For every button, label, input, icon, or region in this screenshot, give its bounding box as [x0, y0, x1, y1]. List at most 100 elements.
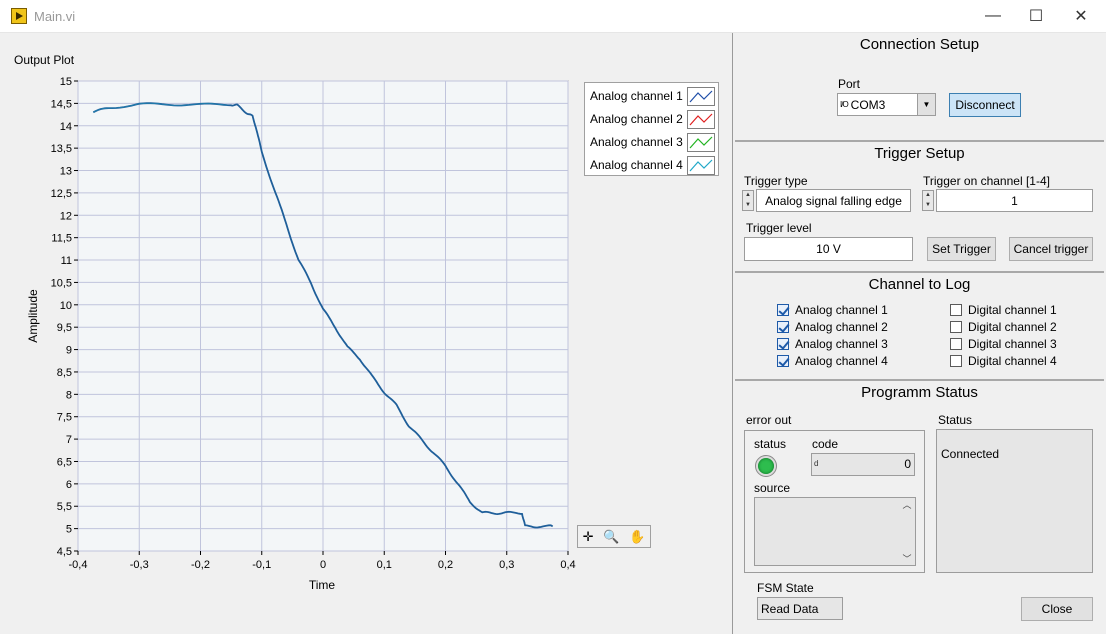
disconnect-button[interactable]: Disconnect [949, 93, 1021, 117]
y-tick-label: 11 [61, 255, 72, 267]
legend-label: Analog channel 4 [590, 158, 683, 172]
error-out-cluster: status code d 0 source ︿ ﹀ [744, 430, 925, 573]
legend-label: Analog channel 3 [590, 135, 683, 149]
plot-panel: Output Plot 15 14,5 14 13,5 13 12,5 12 11,5 11 10… [0, 33, 733, 634]
crosshair-icon[interactable]: ✛ [582, 528, 594, 544]
y-tick-label: 10 [60, 300, 72, 312]
y-tick-label: 7 [66, 434, 72, 446]
y-tick-label: 12,5 [51, 188, 72, 200]
close-window-button[interactable]: ✕ [1074, 8, 1088, 25]
checkbox-icon[interactable] [950, 304, 962, 316]
close-button[interactable]: Close [1021, 597, 1093, 621]
checkbox-analog-channel-2[interactable]: Analog channel 2 [777, 319, 888, 335]
y-tick-label: 11,5 [51, 233, 72, 245]
zoom-icon[interactable]: 🔍 [603, 528, 620, 544]
legend-swatch-channel-2[interactable] [687, 109, 715, 129]
x-tick-label: -0,3 [130, 559, 149, 571]
y-tick-label: 6 [66, 479, 72, 491]
status-box-label: Status [938, 413, 973, 427]
trigger-type-spinner[interactable]: ▲ ▼ [742, 190, 754, 211]
legend-swatch-channel-1[interactable] [687, 86, 715, 106]
set-trigger-button[interactable]: Set Trigger [927, 237, 996, 261]
title-bar: Main.vi — ☐ ✕ [0, 0, 1106, 33]
y-tick-label: 13 [60, 166, 72, 178]
x-tick-label: 0,4 [560, 559, 575, 571]
trigger-setup-panel: Trigger Setup Trigger type ▲ ▼ Analog sig… [735, 142, 1104, 273]
y-tick-label: 10,5 [51, 277, 72, 289]
legend-item[interactable]: Analog channel 2 [590, 109, 718, 129]
plot-title: Output Plot [14, 53, 75, 67]
y-tick-label: 7,5 [57, 412, 72, 424]
x-tick-label: 0,3 [499, 559, 514, 571]
maximize-button[interactable]: ☐ [1028, 8, 1044, 25]
series-line-overlay [93, 102, 228, 113]
y-tick-label: 14,5 [51, 98, 72, 110]
port-value: COM3 [850, 97, 886, 112]
y-tick-label: 13,5 [51, 143, 72, 155]
error-status-label: status [754, 437, 787, 451]
error-code-value: 0 [904, 457, 911, 471]
output-plot-chart[interactable]: 15 14,5 14 13,5 13 12,5 12 11,5 11 10,5 10 9,5 9 8,5 8… [0, 33, 733, 634]
trigger-level-field[interactable]: 10 V [744, 237, 913, 261]
error-out-label: error out [746, 413, 792, 427]
y-tick-label: 14 [60, 121, 72, 133]
legend-item[interactable]: Analog channel 4 [590, 155, 718, 175]
io-icon: I/O [840, 100, 849, 109]
y-tick-label: 4,5 [57, 546, 72, 558]
checkbox-label: Digital channel 2 [968, 320, 1057, 334]
trigger-channel-field[interactable]: 1 [936, 189, 1093, 212]
trigger-channel-spinner[interactable]: ▲ ▼ [922, 190, 934, 211]
port-select[interactable]: I/O COM3 ▼ [837, 93, 936, 116]
checkbox-analog-channel-4[interactable]: Analog channel 4 [777, 353, 888, 369]
checkbox-icon[interactable] [777, 338, 789, 350]
checkbox-digital-channel-1[interactable]: Digital channel 1 [950, 302, 1057, 318]
legend-swatch-channel-3[interactable] [687, 132, 715, 152]
legend-item[interactable]: Analog channel 3 [590, 132, 718, 152]
trigger-channel-label: Trigger on channel [1-4] [923, 174, 1050, 188]
status-led-indicator [758, 458, 774, 474]
hand-icon[interactable]: ✋ [629, 528, 646, 544]
cancel-trigger-button[interactable]: Cancel trigger [1009, 237, 1093, 261]
y-tick-label: 9 [66, 345, 72, 357]
status-text: Connected [941, 447, 1000, 461]
checkbox-analog-channel-3[interactable]: Analog channel 3 [777, 336, 888, 352]
chevron-down-icon[interactable]: ▼ [917, 94, 935, 115]
status-led [755, 455, 777, 477]
checkbox-icon[interactable] [950, 338, 962, 350]
x-tick-label: 0,2 [438, 559, 453, 571]
error-source-label: source [754, 481, 791, 495]
error-code-field: d 0 [811, 453, 915, 476]
minimize-button[interactable]: — [985, 7, 1001, 24]
error-code-label: code [812, 437, 839, 451]
checkbox-icon[interactable] [777, 304, 789, 316]
checkbox-icon[interactable] [777, 321, 789, 333]
checkbox-label: Digital channel 4 [968, 354, 1057, 368]
checkbox-digital-channel-4[interactable]: Digital channel 4 [950, 353, 1057, 369]
legend-swatch-channel-4[interactable] [687, 155, 715, 175]
source-scrollbar[interactable]: ︿ ﹀ [899, 498, 915, 565]
x-tick-label: -0,4 [69, 559, 88, 571]
scroll-down-icon[interactable]: ﹀ [902, 554, 912, 564]
legend-item[interactable]: Analog channel 1 [590, 86, 718, 106]
y-tick-label: 8,5 [57, 367, 72, 379]
program-status-panel: Programm Status error out status code d … [735, 381, 1104, 634]
checkbox-label: Analog channel 4 [795, 354, 888, 368]
checkbox-digital-channel-2[interactable]: Digital channel 2 [950, 319, 1057, 335]
x-tick-label: -0,1 [252, 559, 271, 571]
checkbox-icon[interactable] [777, 355, 789, 367]
checkbox-icon[interactable] [950, 321, 962, 333]
legend-label: Analog channel 2 [590, 112, 683, 126]
x-tick-label: 0 [320, 559, 326, 571]
x-tick-label: -0,2 [191, 559, 210, 571]
connection-setup-panel: Connection Setup Port I/O COM3 ▼ Disconn… [735, 33, 1104, 142]
checkbox-label: Analog channel 2 [795, 320, 888, 334]
scroll-up-icon[interactable]: ︿ [902, 500, 912, 510]
error-source-field[interactable]: ︿ ﹀ [754, 497, 916, 566]
y-tick-label: 9,5 [57, 322, 72, 334]
checkbox-icon[interactable] [950, 355, 962, 367]
plot-legend[interactable]: Analog channel 1 Analog channel 2 Analog… [584, 82, 719, 176]
trigger-type-field[interactable]: Analog signal falling edge [756, 189, 911, 212]
checkbox-digital-channel-3[interactable]: Digital channel 3 [950, 336, 1057, 352]
checkbox-analog-channel-1[interactable]: Analog channel 1 [777, 302, 888, 318]
status-text-box: Connected [936, 429, 1093, 573]
